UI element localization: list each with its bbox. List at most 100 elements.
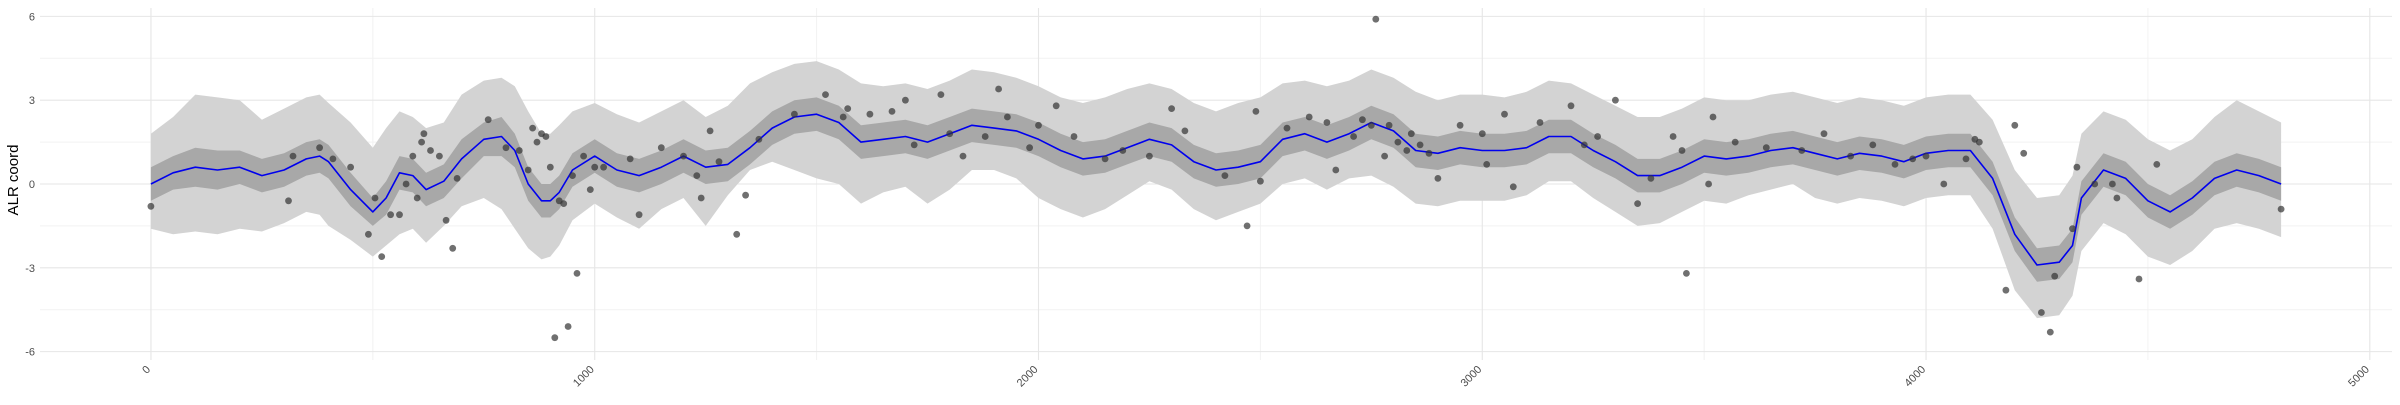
data-point: [2073, 163, 2081, 171]
data-point: [396, 211, 403, 219]
y-axis-title: ALR coord: [5, 145, 22, 216]
data-point: [2091, 180, 2099, 188]
data-point: [533, 138, 541, 146]
data-point: [1146, 152, 1153, 160]
y-tick-label: -3: [25, 263, 35, 275]
data-point: [542, 133, 550, 140]
data-point: [1567, 102, 1575, 110]
data-point: [715, 158, 723, 166]
data-point: [1035, 121, 1042, 129]
data-point: [888, 108, 896, 115]
data-point: [902, 96, 909, 104]
data-point: [420, 130, 428, 138]
data-point: [839, 113, 847, 121]
data-point: [1847, 152, 1854, 160]
data-point: [1683, 270, 1690, 277]
data-point: [2069, 225, 2076, 233]
data-point: [569, 172, 576, 180]
data-point: [1909, 155, 1917, 163]
data-point: [1181, 127, 1189, 135]
data-point: [1434, 175, 1442, 182]
data-point: [546, 163, 554, 171]
data-point: [791, 110, 798, 118]
data-point: [946, 130, 954, 138]
data-point: [1647, 175, 1655, 182]
data-point: [1350, 133, 1357, 140]
data-point: [2135, 275, 2143, 283]
data-point: [147, 202, 155, 210]
data-point: [502, 144, 510, 152]
data-point: [2046, 328, 2054, 336]
data-point: [1456, 121, 1464, 129]
data-point: [2002, 286, 2010, 294]
data-point: [1052, 102, 1060, 110]
data-point: [524, 166, 532, 174]
data-point: [937, 91, 945, 98]
data-point: [1323, 119, 1331, 126]
data-point: [680, 152, 687, 160]
data-point: [1731, 138, 1739, 146]
data-point: [693, 172, 701, 180]
data-point: [635, 211, 643, 219]
data-point: [1332, 166, 1340, 174]
data-point: [285, 197, 292, 205]
data-point: [1709, 113, 1717, 121]
data-point: [316, 144, 323, 152]
data-point: [1119, 147, 1127, 154]
data-point: [1634, 200, 1641, 208]
fit-line: [150, 113, 2282, 266]
data-point: [1403, 147, 1411, 154]
data-point: [551, 334, 559, 342]
data-point: [626, 155, 634, 163]
data-point: [1381, 152, 1388, 160]
data-point: [413, 194, 421, 202]
data-point: [1367, 121, 1375, 129]
data-point: [409, 152, 417, 160]
data-point: [329, 155, 337, 163]
data-point: [586, 186, 594, 194]
data-point: [1359, 116, 1366, 124]
data-point: [2051, 272, 2059, 280]
data-point: [844, 105, 852, 112]
data-point: [1536, 119, 1544, 126]
data-point: [564, 323, 572, 330]
data-point: [1940, 180, 1948, 188]
y-tick-label: 3: [29, 95, 35, 107]
y-tick-label: -6: [25, 347, 35, 359]
data-point: [1372, 15, 1380, 23]
data-point: [1580, 141, 1588, 149]
data-point: [1221, 172, 1229, 180]
line-layer: [150, 113, 2282, 266]
band-layer: [150, 61, 2282, 319]
data-point: [418, 138, 425, 146]
data-point: [484, 116, 492, 124]
data-point: [822, 91, 829, 98]
data-point: [1962, 155, 1970, 163]
data-point: [1394, 138, 1402, 146]
data-point: [1478, 130, 1486, 138]
data-point: [2011, 121, 2019, 129]
data-point: [1798, 147, 1806, 154]
data-point: [1026, 144, 1033, 152]
data-point: [1257, 177, 1264, 185]
data-point: [1243, 222, 1251, 230]
data-point: [866, 110, 874, 118]
data-point: [591, 163, 599, 171]
data-point: [657, 144, 665, 152]
data-point: [1305, 113, 1313, 121]
data-point: [2020, 149, 2028, 157]
data-point: [1385, 121, 1393, 129]
data-point: [706, 127, 714, 135]
data-point: [697, 194, 705, 202]
data-point: [573, 270, 581, 277]
data-point: [442, 216, 450, 224]
data-point: [371, 194, 379, 202]
data-point: [1678, 147, 1686, 154]
data-point: [1869, 141, 1877, 149]
data-point: [580, 152, 587, 160]
data-point: [1612, 96, 1619, 104]
data-point: [365, 230, 372, 238]
data-point: [378, 253, 386, 260]
data-point: [1425, 149, 1433, 157]
